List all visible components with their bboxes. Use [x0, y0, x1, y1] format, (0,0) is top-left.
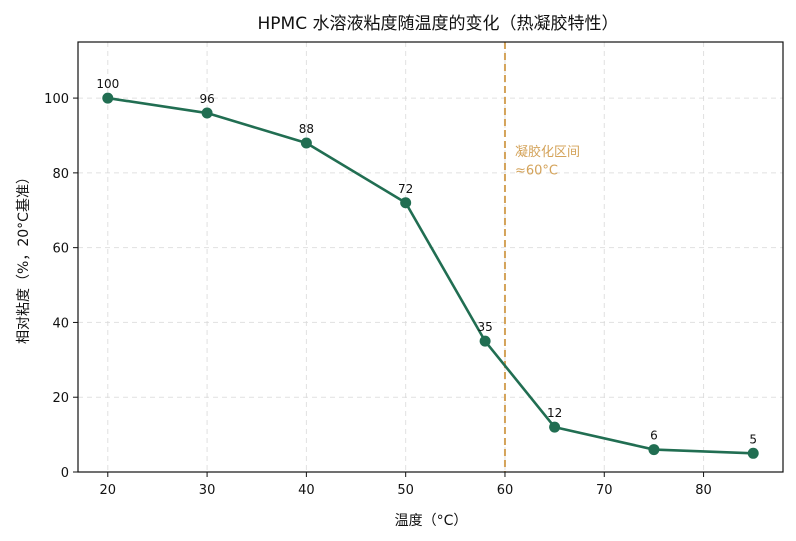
y-tick-label: 80: [52, 167, 69, 182]
x-tick-label: 70: [596, 483, 613, 498]
grid-lines: [78, 42, 783, 473]
y-tick-label: 60: [52, 242, 69, 257]
data-point: [747, 447, 759, 459]
y-tick-label: 0: [61, 466, 69, 481]
y-axis-label: 相对粘度（%，20°C基准）: [15, 170, 32, 344]
x-tick-label: 40: [298, 483, 315, 498]
data-point: [549, 421, 561, 433]
data-label: 6: [650, 429, 658, 443]
x-tick-label: 80: [695, 483, 712, 498]
data-label: 96: [199, 92, 214, 106]
gelation-annotation-label: 凝胶化区间: [515, 144, 580, 160]
x-tick-label: 60: [497, 483, 514, 498]
series-line: [107, 96, 754, 455]
x-tick-label: 30: [199, 483, 216, 498]
plot-frame: [77, 41, 784, 473]
data-point: [400, 197, 412, 209]
data-label: 12: [547, 406, 562, 420]
x-axis-ticks: 20 30 40 50 60 70 80: [100, 472, 712, 498]
gelation-reference: 凝胶化区间 ≈60°C: [503, 42, 580, 472]
x-axis-label: 温度（°C）: [395, 513, 468, 529]
y-tick-label: 100: [44, 92, 69, 107]
x-tick-label: 20: [100, 483, 117, 498]
y-axis-ticks: 0 20 40 60 80 100: [44, 92, 78, 481]
y-tick-label: 40: [52, 316, 69, 331]
chart-title: HPMC 水溶液粘度随温度的变化（热凝胶特性）: [258, 14, 619, 34]
gelation-annotation-value: ≈60°C: [515, 164, 558, 179]
data-point: [479, 335, 491, 347]
x-tick-label: 50: [397, 483, 414, 498]
data-label: 88: [299, 122, 314, 136]
data-point: [201, 107, 213, 119]
data-point: [300, 137, 312, 149]
data-label: 5: [749, 432, 757, 446]
y-tick-label: 20: [52, 391, 69, 406]
series-viscosity: 100 96 88 72 35 12 6 5: [96, 77, 759, 459]
data-label: 35: [477, 320, 492, 334]
data-label: 72: [398, 182, 413, 196]
data-point: [648, 444, 660, 456]
data-label: 100: [96, 77, 119, 91]
data-point: [102, 92, 114, 104]
